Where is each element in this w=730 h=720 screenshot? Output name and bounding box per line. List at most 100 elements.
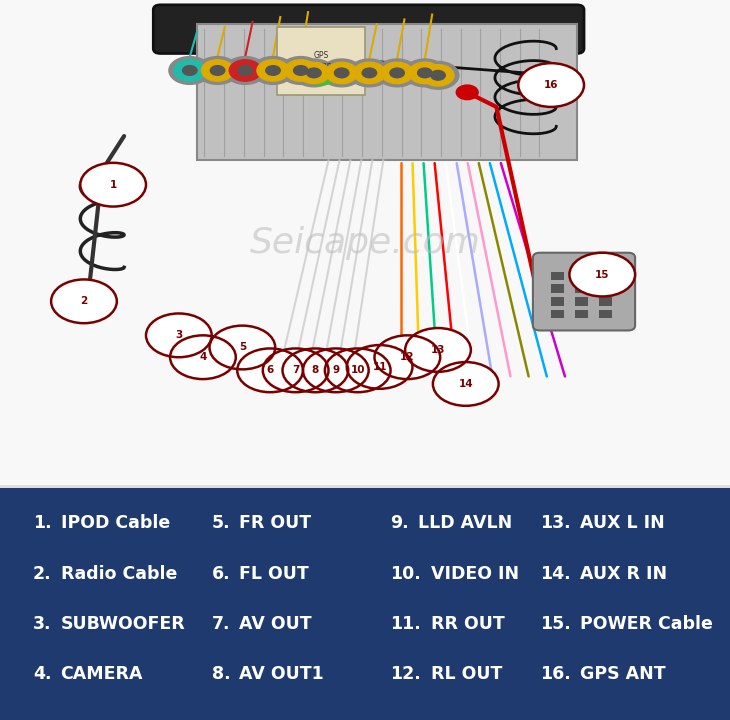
Text: RL OUT: RL OUT — [431, 665, 502, 683]
Text: 16: 16 — [544, 80, 558, 90]
Bar — [575, 271, 588, 280]
Bar — [599, 310, 612, 318]
Text: GPS ANT: GPS ANT — [580, 665, 666, 683]
Circle shape — [224, 57, 266, 84]
Text: LLD AVLN: LLD AVLN — [418, 514, 512, 533]
Text: 13: 13 — [431, 345, 445, 355]
Text: 16.: 16. — [540, 665, 571, 683]
Text: 10: 10 — [350, 365, 365, 375]
Circle shape — [51, 279, 117, 323]
Text: 9.: 9. — [391, 514, 410, 533]
Text: GPS
Antenna: GPS Antenna — [305, 51, 337, 71]
Circle shape — [569, 253, 635, 297]
Text: 9: 9 — [332, 365, 339, 375]
Bar — [551, 297, 564, 306]
Circle shape — [280, 57, 322, 84]
Text: 12: 12 — [400, 352, 415, 362]
Circle shape — [303, 348, 369, 392]
Circle shape — [146, 313, 212, 357]
Circle shape — [422, 65, 454, 86]
Circle shape — [409, 62, 441, 84]
Text: 7.: 7. — [212, 615, 230, 633]
Circle shape — [80, 163, 146, 207]
Text: 5.: 5. — [212, 514, 231, 533]
Text: FL OUT: FL OUT — [239, 564, 310, 582]
Text: AUX R IN: AUX R IN — [580, 564, 667, 582]
Circle shape — [307, 68, 321, 78]
Text: 11: 11 — [372, 362, 387, 372]
Circle shape — [431, 71, 445, 80]
Circle shape — [266, 66, 280, 76]
Text: 8.: 8. — [212, 665, 231, 683]
Text: RR OUT: RR OUT — [431, 615, 504, 633]
Circle shape — [283, 348, 348, 392]
Text: 11.: 11. — [391, 615, 421, 633]
Circle shape — [405, 328, 471, 372]
Circle shape — [381, 62, 413, 84]
Text: 6.: 6. — [212, 564, 231, 582]
Circle shape — [518, 63, 584, 107]
Circle shape — [237, 348, 303, 392]
FancyBboxPatch shape — [153, 5, 584, 53]
Circle shape — [307, 66, 336, 85]
Circle shape — [404, 59, 446, 87]
Circle shape — [293, 59, 335, 87]
Bar — [575, 310, 588, 318]
Circle shape — [298, 62, 330, 84]
Text: AV OUT1: AV OUT1 — [239, 665, 324, 683]
Bar — [599, 297, 612, 306]
Text: 2: 2 — [80, 297, 88, 306]
Text: 12.: 12. — [391, 665, 421, 683]
Text: 8: 8 — [312, 365, 319, 375]
Circle shape — [229, 60, 261, 81]
Text: 10.: 10. — [391, 564, 421, 582]
Text: Radio Cable: Radio Cable — [61, 564, 177, 582]
Text: FR OUT: FR OUT — [239, 514, 312, 533]
Circle shape — [433, 362, 499, 406]
Circle shape — [170, 336, 236, 379]
Text: SUBWOOFER: SUBWOOFER — [61, 615, 185, 633]
Text: AUX L IN: AUX L IN — [580, 514, 665, 533]
Text: IPOD Cable: IPOD Cable — [61, 514, 170, 533]
Circle shape — [418, 68, 432, 78]
Text: 14: 14 — [458, 379, 473, 389]
Circle shape — [182, 66, 197, 76]
Text: 14.: 14. — [540, 564, 571, 582]
Text: Seicape.com: Seicape.com — [250, 226, 480, 260]
Circle shape — [169, 57, 211, 84]
Circle shape — [362, 68, 377, 78]
Circle shape — [417, 61, 459, 89]
Circle shape — [293, 66, 308, 76]
Circle shape — [376, 59, 418, 87]
Circle shape — [334, 68, 349, 78]
Text: 3: 3 — [175, 330, 182, 341]
Circle shape — [320, 59, 363, 87]
Circle shape — [347, 345, 412, 389]
Text: 15: 15 — [595, 269, 610, 279]
Bar — [277, 27, 365, 95]
Circle shape — [238, 66, 253, 76]
Bar — [551, 310, 564, 318]
Circle shape — [210, 325, 275, 369]
Bar — [551, 284, 564, 293]
Text: 15.: 15. — [540, 615, 571, 633]
Circle shape — [353, 62, 385, 84]
Text: VIDEO IN: VIDEO IN — [431, 564, 519, 582]
Circle shape — [196, 57, 239, 84]
Bar — [599, 284, 612, 293]
Circle shape — [257, 60, 289, 81]
Text: AV OUT: AV OUT — [239, 615, 312, 633]
Circle shape — [263, 348, 328, 392]
Circle shape — [252, 57, 294, 84]
Bar — [575, 297, 588, 306]
Bar — [575, 284, 588, 293]
Text: 7: 7 — [292, 365, 299, 375]
Circle shape — [174, 60, 206, 81]
Circle shape — [210, 66, 225, 76]
Text: 1: 1 — [110, 180, 117, 189]
Circle shape — [456, 85, 478, 99]
Circle shape — [285, 60, 317, 81]
Circle shape — [390, 68, 404, 78]
Circle shape — [374, 336, 440, 379]
Bar — [599, 271, 612, 280]
